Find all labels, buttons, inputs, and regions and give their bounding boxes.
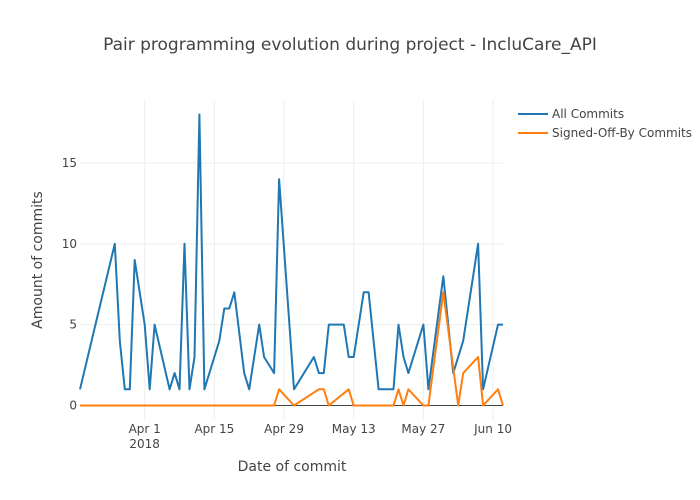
x-tick-label: Jun 10 (473, 422, 512, 436)
legend: All Commits Signed-Off-By Commits (518, 107, 692, 140)
x-tick-label: Apr 29 (264, 422, 304, 436)
x-axis-title: Date of commit (238, 459, 347, 475)
series-line-signed-off-by-commits (80, 291, 504, 407)
x-tick-label: Apr 15 (194, 422, 234, 436)
x-tick-sublabel: 2018 (129, 437, 160, 451)
chart-title: Pair programming evolution during projec… (103, 35, 597, 55)
x-tick-label: Apr 1 (129, 422, 161, 436)
x-tick-label: May 13 (332, 422, 376, 436)
grid-layer (80, 100, 503, 420)
legend-label-all-commits: All Commits (552, 107, 624, 121)
series-layer (79, 113, 504, 407)
series-line-all-commits (79, 113, 503, 391)
y-axis-title: Amount of commits (30, 191, 46, 329)
y-tick-label: 5 (69, 318, 77, 332)
y-tick-label: 0 (69, 398, 77, 412)
y-tick-label: 10 (62, 237, 77, 251)
y-tick-label: 15 (62, 156, 77, 170)
legend-label-signed-off-by-commits: Signed-Off-By Commits (552, 126, 692, 140)
x-tick-label: May 27 (401, 422, 445, 436)
